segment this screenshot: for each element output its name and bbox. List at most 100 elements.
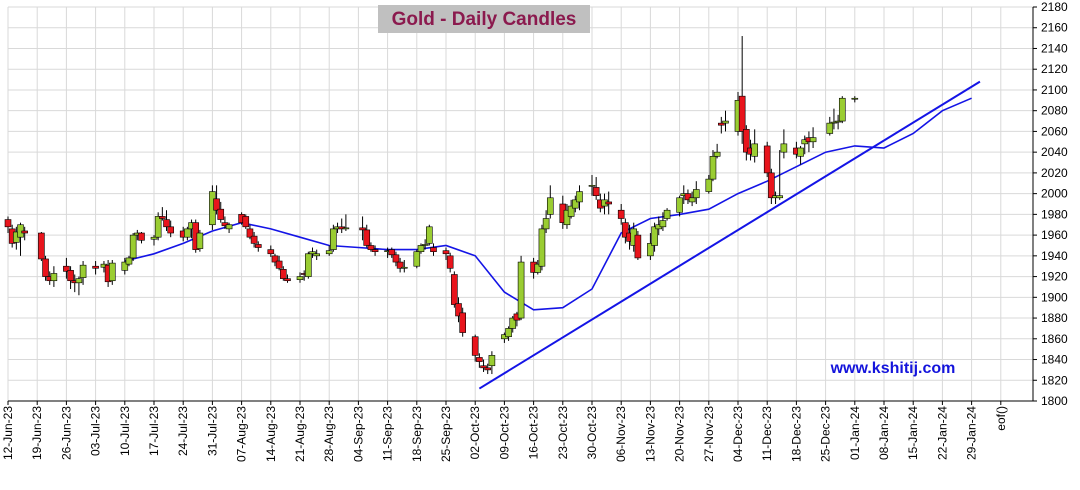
candles-layer: [4, 36, 859, 375]
candle-body-up: [79, 264, 87, 278]
candle: [150, 235, 158, 246]
candle-body-up: [576, 191, 583, 203]
candle: [250, 231, 258, 248]
candle: [42, 255, 49, 281]
candle-body-down: [459, 312, 466, 333]
candle: [797, 145, 804, 165]
candle: [659, 212, 667, 231]
x-tick-label: 31-Jul-23: [205, 406, 219, 456]
candle-body-down: [738, 95, 746, 132]
x-tick-label: 13-Nov-23: [643, 406, 657, 462]
candle-body-up: [751, 143, 758, 157]
candle-body-down: [484, 367, 492, 371]
support-trendline: [478, 80, 981, 390]
candle-body-up: [196, 232, 204, 249]
y-tick-label: 1820: [1041, 373, 1068, 387]
candle: [4, 216, 12, 234]
candle-body-up: [125, 257, 133, 265]
candle: [367, 242, 375, 252]
candle: [688, 191, 696, 207]
candle: [396, 257, 404, 273]
candle: [684, 189, 692, 204]
candle-body-up: [651, 226, 658, 246]
candle: [505, 326, 512, 341]
candle: [313, 249, 320, 260]
candle-body-up: [75, 278, 83, 284]
candle-body-up: [826, 122, 834, 134]
candle: [455, 297, 462, 323]
candle-body-up: [692, 189, 700, 199]
candle: [417, 243, 425, 254]
candle: [459, 307, 466, 337]
candle-body-down: [442, 250, 450, 255]
candle-body-down: [213, 198, 220, 211]
candle-body-up: [567, 205, 575, 217]
candle-body-down: [396, 261, 404, 269]
candle-body-up: [325, 250, 333, 255]
candle: [67, 266, 74, 290]
y-tick-label: 1980: [1041, 207, 1068, 221]
candle: [517, 255, 525, 321]
y-tick-label: 2120: [1041, 62, 1068, 76]
candle-body-down: [622, 222, 629, 238]
candle: [159, 207, 166, 221]
candle: [830, 108, 838, 130]
candle-body-up: [572, 199, 579, 209]
x-tick-label: 04-Dec-23: [731, 406, 745, 462]
x-tick-label: 28-Aug-23: [322, 406, 336, 462]
candle: [129, 233, 137, 262]
candle-body-up: [108, 262, 116, 282]
candle-body-up: [400, 266, 408, 269]
candle-body-up: [809, 137, 817, 143]
candle: [280, 266, 287, 281]
candle-body-up: [150, 236, 158, 240]
y-tick-label: 1960: [1041, 228, 1068, 242]
x-tick-label: 04-Sep-23: [351, 406, 365, 462]
candle-body-down: [634, 234, 642, 259]
x-tick-label: 01-Jan-24: [848, 406, 862, 460]
candle: [567, 199, 575, 219]
candle-body-down: [359, 227, 366, 231]
candle-body-down: [4, 219, 12, 228]
grid: [7, 6, 1033, 402]
x-tick-label: 14-Aug-23: [264, 406, 278, 462]
candle-body-down: [388, 249, 396, 256]
x-tick-label: 21-Aug-23: [293, 406, 307, 462]
candle-body-down: [275, 260, 283, 269]
candle-body-up: [417, 245, 425, 252]
candle: [271, 253, 279, 267]
candle: [676, 195, 683, 217]
x-tick-label: 20-Nov-23: [673, 406, 687, 462]
x-tick-label: 30-Oct-23: [585, 406, 599, 460]
candle: [138, 231, 145, 244]
candle: [534, 259, 542, 275]
candle-body-up: [563, 209, 571, 226]
candle-body-down: [592, 187, 600, 197]
candle-body-up: [330, 228, 337, 250]
x-tick-label: 12-Jun-23: [1, 406, 15, 460]
candle-body-up: [225, 224, 233, 230]
candle: [651, 222, 658, 252]
candle-body-up: [121, 261, 129, 271]
candle: [342, 214, 350, 231]
candle-body-up: [676, 197, 683, 213]
candle-body-down: [217, 208, 225, 220]
candle-body-up: [184, 228, 191, 238]
candle-body-up: [830, 121, 838, 124]
candle-body-up: [659, 220, 667, 228]
candle: [371, 245, 379, 256]
candle: [184, 226, 191, 241]
candle: [546, 185, 554, 219]
candle-body-up: [797, 147, 804, 157]
candle: [254, 241, 262, 252]
candle-body-down: [455, 303, 462, 317]
candle-body-down: [254, 244, 262, 248]
candle: [125, 255, 133, 267]
trendline-layer: [478, 80, 981, 390]
candle: [617, 204, 625, 225]
candle-body-up: [834, 120, 842, 123]
candle: [576, 185, 583, 211]
axes: 1800 1820 1840 1860 1880 1900 1920 1940 1960 1980…: [1, 0, 1068, 462]
candle: [21, 226, 28, 241]
